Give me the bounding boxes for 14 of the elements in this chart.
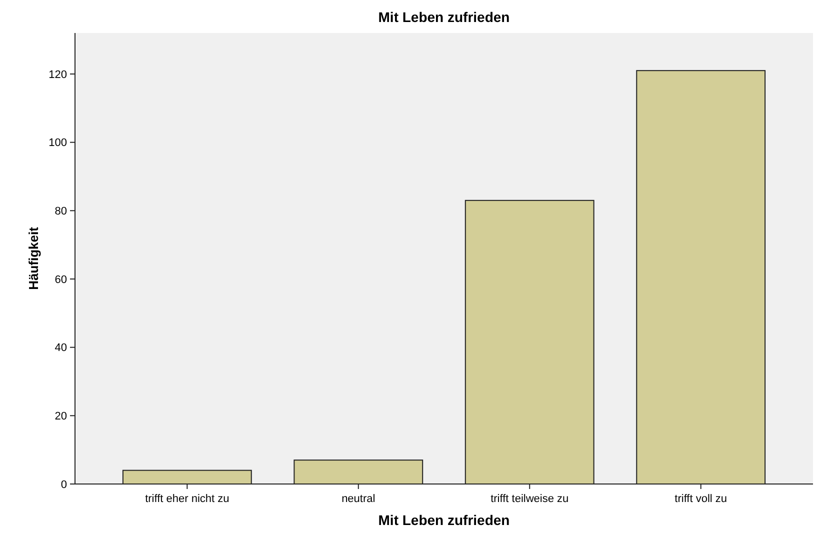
y-tick-label: 80 xyxy=(54,206,67,218)
x-tick-label: trifft voll zu xyxy=(674,493,728,505)
y-tick-label: 100 xyxy=(48,137,67,150)
x-axis-title: Mit Leben zufrieden xyxy=(378,512,510,528)
y-tick-label: 0 xyxy=(60,478,67,491)
y-tick-label: 60 xyxy=(54,274,67,286)
y-tick-label: 40 xyxy=(54,342,67,354)
y-tick-label: 120 xyxy=(48,68,67,81)
x-tick-label: trifft teilweise zu xyxy=(490,493,569,505)
x-tick-label: neutral xyxy=(342,493,376,505)
x-tick-label: trifft eher nicht zu xyxy=(145,493,230,505)
y-tick-label: 20 xyxy=(54,410,67,423)
y-axis-title: Häufigkeit xyxy=(26,226,41,290)
chart-title: Mit Leben zufrieden xyxy=(378,9,510,25)
